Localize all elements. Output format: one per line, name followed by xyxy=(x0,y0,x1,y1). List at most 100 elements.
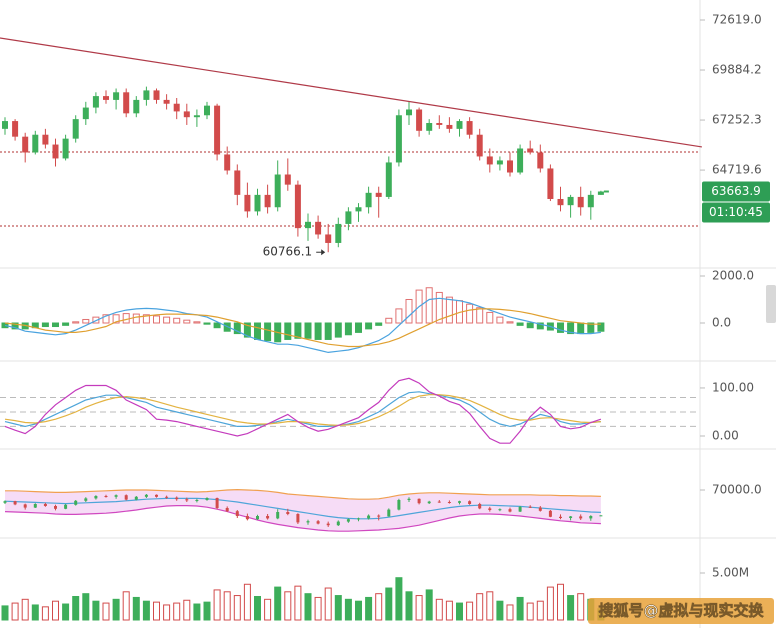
volume-bar xyxy=(445,600,453,621)
candle-body xyxy=(33,504,37,508)
candle-body xyxy=(143,90,150,100)
candle-body xyxy=(32,134,39,153)
macd-bar xyxy=(284,322,292,340)
candle-body xyxy=(569,516,573,518)
macd-bar xyxy=(476,307,484,324)
macd-bar xyxy=(435,291,443,324)
candle-body xyxy=(466,121,473,135)
candle-body xyxy=(599,515,603,517)
candle-body xyxy=(345,211,352,224)
candle-body xyxy=(456,121,463,129)
candle-body xyxy=(286,512,290,514)
volume-bar xyxy=(254,595,261,621)
candle-body xyxy=(64,504,68,509)
macd-bar xyxy=(304,322,312,339)
candle-body xyxy=(153,90,160,100)
candle-body xyxy=(72,119,79,139)
candle-body xyxy=(437,501,441,503)
macd-bar xyxy=(41,322,49,328)
side-tab[interactable] xyxy=(766,285,776,323)
candle-body xyxy=(416,109,423,131)
candle-body xyxy=(256,516,259,520)
candle-body xyxy=(326,523,330,526)
volume-bar xyxy=(163,604,171,621)
volume-bar xyxy=(264,598,272,621)
macd-bar xyxy=(587,322,595,333)
macd-bar xyxy=(425,287,433,324)
volume-bar xyxy=(11,602,19,621)
volume-bar xyxy=(112,598,120,621)
candle-body xyxy=(377,515,381,517)
candle-body xyxy=(397,500,401,510)
candle-body xyxy=(346,519,350,522)
candle-body xyxy=(173,103,180,112)
candle-body xyxy=(244,194,251,212)
candle-body xyxy=(468,501,472,504)
candle-body xyxy=(365,192,372,208)
volume-bar xyxy=(92,600,100,621)
candle-body xyxy=(144,494,148,497)
macd-bar xyxy=(132,313,140,324)
macd-bar xyxy=(264,322,272,342)
candle-body xyxy=(225,508,229,512)
y-tick-label: 0.0 xyxy=(712,316,731,330)
candle-body xyxy=(134,496,138,500)
macd-bar xyxy=(142,314,150,324)
candle-body xyxy=(507,160,513,173)
candle-body xyxy=(406,109,412,116)
indicator-line xyxy=(4,394,601,427)
macd-bar xyxy=(526,322,534,329)
candle-body xyxy=(557,198,564,206)
volume-bar xyxy=(536,600,544,621)
candle-body xyxy=(195,500,199,501)
candle-body xyxy=(62,138,69,159)
macd-bar xyxy=(233,322,241,335)
candle-body xyxy=(54,506,57,509)
candle-body xyxy=(103,96,109,100)
volume-bar xyxy=(173,602,181,621)
volume-bar xyxy=(193,603,201,621)
volume-bar xyxy=(526,602,534,621)
candle-body xyxy=(528,506,532,508)
candle-body xyxy=(597,191,604,195)
macd-bar xyxy=(243,322,251,338)
volume-bar xyxy=(284,591,292,621)
volume-bar xyxy=(274,586,282,621)
y-tick-label: 72619.0 xyxy=(712,12,762,26)
volume-bar xyxy=(122,591,130,621)
y-tick-label: 64719.6 xyxy=(712,163,762,177)
volume-bar xyxy=(294,585,302,621)
indicator-line xyxy=(4,308,601,348)
macd-bar xyxy=(536,322,544,330)
candle-body xyxy=(385,162,392,197)
macd-bar xyxy=(324,322,332,340)
macd-bar xyxy=(294,322,302,339)
candle-body xyxy=(215,498,219,508)
candle-body xyxy=(185,499,189,501)
candle-body xyxy=(315,221,322,235)
indicator-line xyxy=(5,488,601,500)
indicator-line xyxy=(4,391,601,428)
watermark-bg xyxy=(588,598,774,624)
candle-body xyxy=(548,510,552,517)
candle-body xyxy=(417,498,421,504)
y-tick-label: 67252.3 xyxy=(712,113,762,127)
macd-bar xyxy=(52,322,59,328)
volume-bar xyxy=(142,600,150,621)
candle-body xyxy=(306,521,310,523)
candle-body xyxy=(43,504,47,506)
macd-bar xyxy=(112,314,120,324)
candle-body xyxy=(447,502,451,503)
candle-body xyxy=(335,223,342,243)
macd-bar xyxy=(62,322,70,326)
candle-body xyxy=(205,498,209,500)
candle-body xyxy=(559,516,562,518)
y-tick-label: 69884.2 xyxy=(712,63,762,77)
candle-body xyxy=(245,516,249,520)
volume-bar xyxy=(82,593,90,621)
candle-body xyxy=(266,516,270,519)
candle-body xyxy=(163,99,170,104)
y-tick-label: 5.00M xyxy=(712,565,749,579)
candle-body xyxy=(517,148,524,173)
